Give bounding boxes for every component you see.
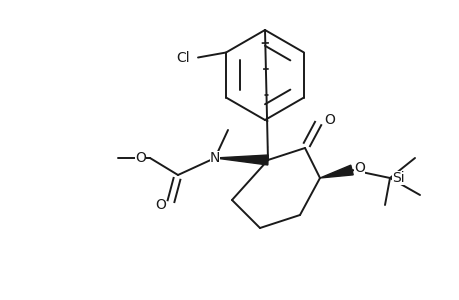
Text: N: N xyxy=(209,151,220,165)
Text: O: O xyxy=(323,113,334,127)
Polygon shape xyxy=(214,155,268,165)
Text: Si: Si xyxy=(391,171,404,185)
Text: O: O xyxy=(353,161,364,175)
Text: Cl: Cl xyxy=(176,50,190,64)
Text: O: O xyxy=(155,198,166,212)
Polygon shape xyxy=(319,165,353,178)
Text: O: O xyxy=(135,151,146,165)
